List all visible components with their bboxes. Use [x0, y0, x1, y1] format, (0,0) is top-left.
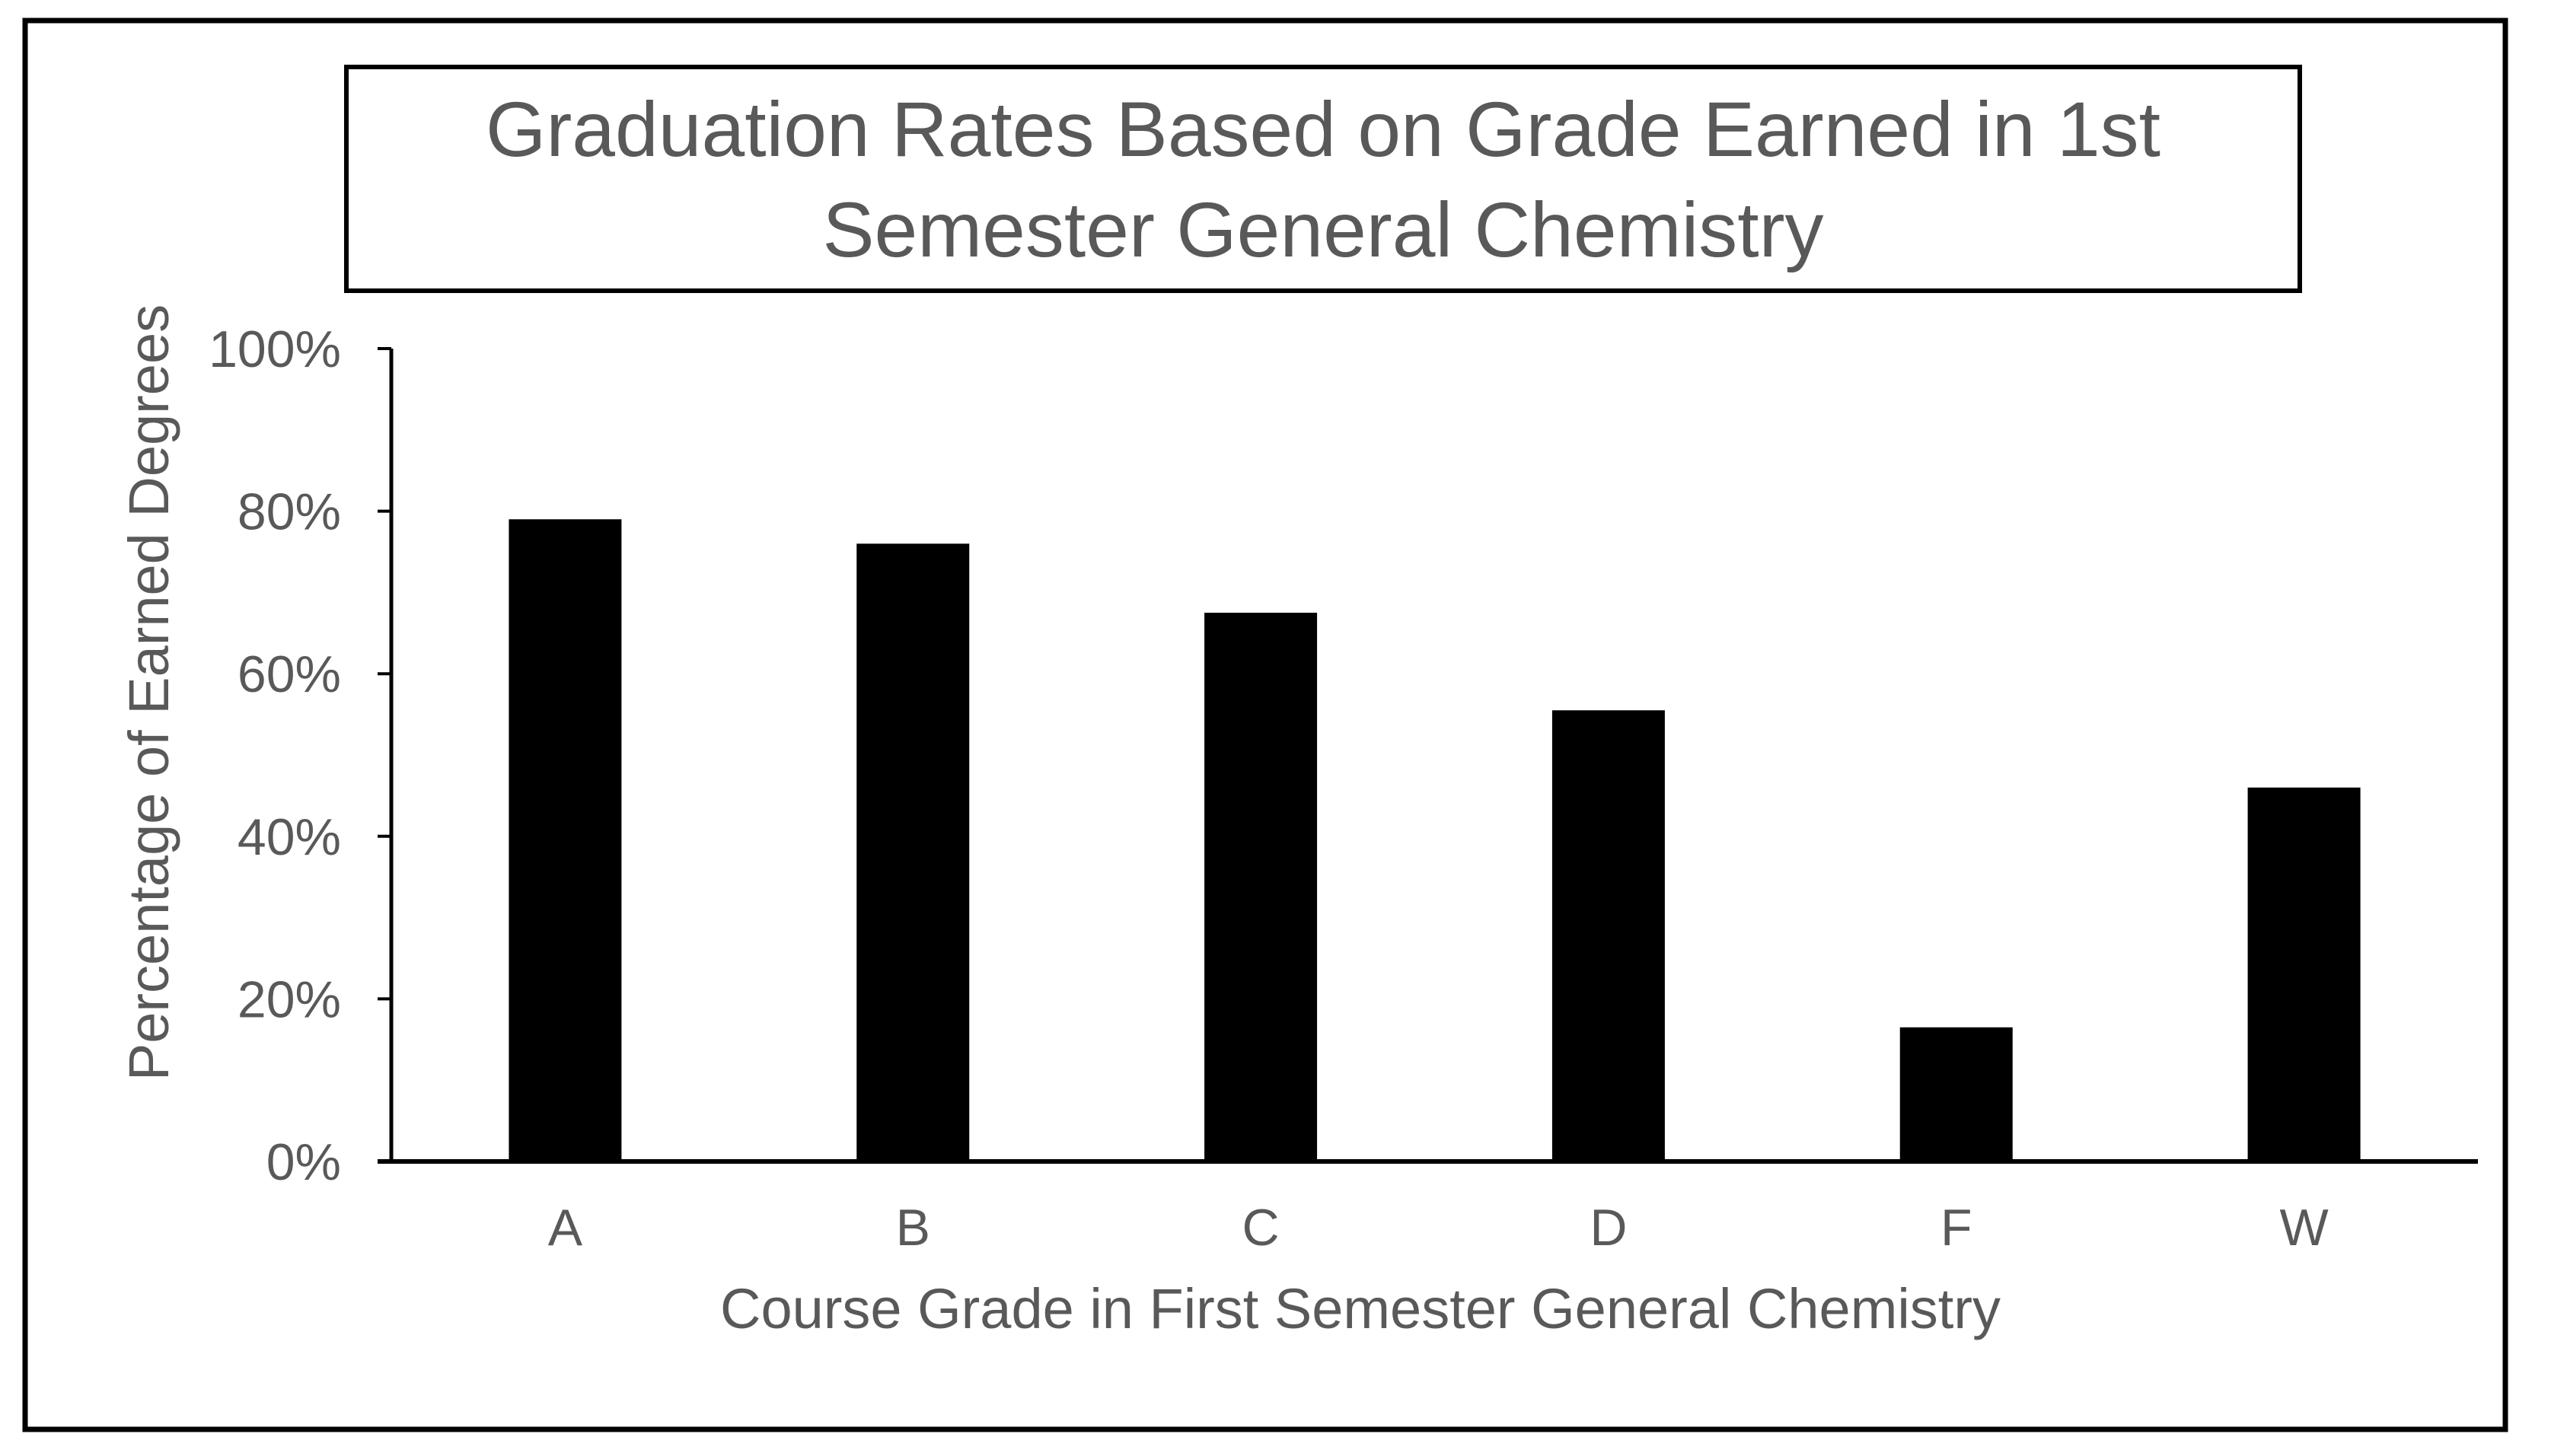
- x-tick-label-f: F: [1940, 1199, 1972, 1257]
- y-tick-label: 60%: [238, 645, 341, 703]
- y-axis-title: Percentage of Earned Degrees: [117, 304, 180, 1081]
- bar-f: [1899, 1027, 2013, 1161]
- chart-title-line-1: Graduation Rates Based on Grade Earned i…: [486, 86, 2160, 173]
- y-tick-label: 80%: [238, 483, 341, 541]
- x-axis-title: Course Grade in First Semester General C…: [720, 1277, 2001, 1340]
- x-tick-label-d: D: [1590, 1199, 1627, 1257]
- y-ticks-layer: 0% 20% 40% 60% 80% 100%: [209, 320, 391, 1191]
- y-tick-label: 20%: [238, 970, 341, 1028]
- chart-title-line-2: Semester General Chemistry: [822, 186, 1823, 273]
- title-box: [344, 65, 2302, 293]
- y-tick-label: 100%: [209, 320, 341, 378]
- y-tick-label: 0%: [266, 1133, 341, 1191]
- y-tick-label: 40%: [238, 808, 341, 866]
- bar-d: [1551, 710, 1665, 1161]
- bar-a: [509, 519, 622, 1161]
- bar-c: [1204, 613, 1318, 1161]
- x-tick-label-b: B: [896, 1199, 930, 1257]
- bar-b: [856, 543, 970, 1161]
- x-tick-label-c: C: [1242, 1199, 1280, 1257]
- x-tick-label-w: W: [2279, 1199, 2328, 1257]
- x-tick-label-a: A: [548, 1199, 583, 1257]
- bar-w: [2247, 787, 2361, 1161]
- bars-layer: [509, 519, 2361, 1161]
